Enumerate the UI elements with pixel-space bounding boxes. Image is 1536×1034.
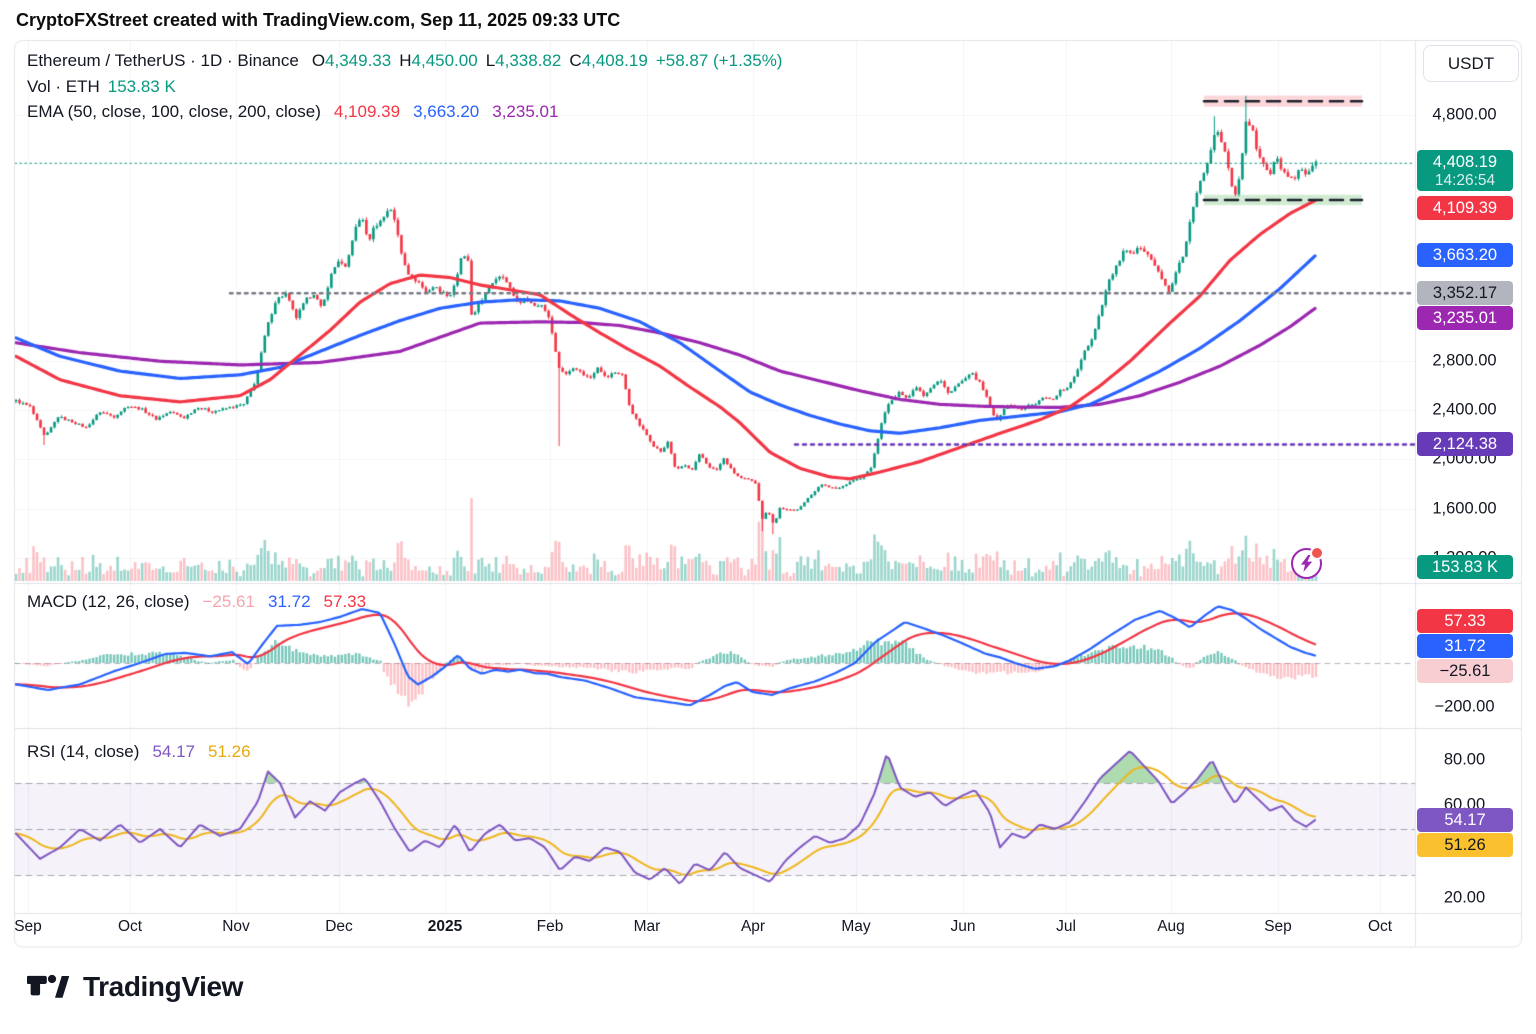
brand-name: TradingView xyxy=(83,970,244,1002)
time-axis-label: Sep xyxy=(14,918,42,935)
macd-label: MACD (12, 26, close) xyxy=(27,592,190,611)
price-badge: 4,408.19 14:26:54 xyxy=(1417,150,1513,191)
close-value: 4,408.19 xyxy=(581,51,648,70)
price-badge: 51.26 xyxy=(1417,833,1513,857)
time-axis-label: Oct xyxy=(117,918,143,935)
price-badge: 3,352.17 xyxy=(1417,281,1513,305)
price-badge: 3,235.01 xyxy=(1417,306,1513,330)
time-axis-label: Apr xyxy=(740,918,766,935)
volume-value: 153.83 K xyxy=(107,77,176,96)
price-badge: 3,663.20 xyxy=(1417,243,1513,267)
rsi-legend: RSI (14, close) 54.17 51.26 xyxy=(27,742,251,762)
macd-legend: MACD (12, 26, close) −25.61 31.72 57.33 xyxy=(27,592,366,612)
time-axis-label: May xyxy=(841,918,871,935)
axis-tick: −200.00 xyxy=(1434,697,1495,716)
price-badge: 4,109.39 xyxy=(1417,196,1513,220)
price-badge: 54.17 xyxy=(1417,808,1513,832)
time-axis-label: Dec xyxy=(325,918,353,935)
axis-tick: 2,400.00 xyxy=(1432,400,1497,419)
axis-tick: 2,800.00 xyxy=(1432,351,1497,370)
time-axis-label: Mar xyxy=(633,918,661,935)
high-value: 4,450.00 xyxy=(411,51,478,70)
footer: TradingView xyxy=(27,970,243,1003)
macd-line-value: 31.72 xyxy=(267,592,311,611)
change-value: +58.87 (+1.35%) xyxy=(655,51,783,70)
lightning-icon xyxy=(1301,555,1313,572)
time-axis-label: Jun xyxy=(950,918,976,935)
time-axis-label: Feb xyxy=(536,918,564,935)
price-badge: 31.72 xyxy=(1417,634,1513,658)
high-label: H xyxy=(399,51,412,70)
symbol-legend: Ethereum / TetherUS · 1D · Binance O 4,34… xyxy=(27,51,782,71)
ema200-value: 3,235.01 xyxy=(492,102,559,121)
axis-tick: 4,800.00 xyxy=(1432,105,1497,124)
macd-hist-value: −25.61 xyxy=(202,592,255,611)
price-badge: −25.61 xyxy=(1417,659,1513,683)
rsi-label: RSI (14, close) xyxy=(27,742,140,761)
countdown-timer: 14:26:54 xyxy=(1434,172,1496,189)
price-badge: 57.33 xyxy=(1417,609,1513,633)
open-label: O xyxy=(311,51,326,70)
time-axis-label: 2025 xyxy=(427,918,463,935)
time-axis-label: Oct xyxy=(1367,918,1393,935)
time-axis-label: Jul xyxy=(1056,918,1076,935)
axis-tick: 20.00 xyxy=(1443,888,1486,907)
macd-signal-value: 57.33 xyxy=(323,592,367,611)
ema100-value: 3,663.20 xyxy=(413,102,480,121)
tradingview-logo-icon xyxy=(27,974,70,998)
rsi-ma-value: 51.26 xyxy=(207,742,251,761)
price-badge: 153.83 K xyxy=(1417,555,1513,579)
currency-toggle-button[interactable]: USDT xyxy=(1423,45,1519,82)
time-axis-label: Nov xyxy=(222,918,250,935)
notification-dot-icon xyxy=(1310,546,1324,560)
axis-tick: 1,600.00 xyxy=(1432,499,1497,518)
time-axis-label: Sep xyxy=(1264,918,1292,935)
low-label: L xyxy=(485,51,496,70)
volume-legend: Vol · ETH 153.83 K xyxy=(27,77,176,97)
axis-tick: 80.00 xyxy=(1443,750,1486,769)
close-label: C xyxy=(569,51,582,70)
rsi-value: 54.17 xyxy=(152,742,195,761)
volume-label: Vol · ETH xyxy=(27,77,100,96)
watermark-title: CryptoFXStreet created with TradingView.… xyxy=(16,10,621,30)
ema-legend: EMA (50, close, 100, close, 200, close) … xyxy=(27,102,558,122)
ema50-value: 4,109.39 xyxy=(333,102,401,121)
price-badge: 2,124.38 xyxy=(1417,432,1513,456)
time-axis-label: Aug xyxy=(1157,918,1185,935)
flash-button[interactable] xyxy=(1291,546,1324,579)
ema-label: EMA (50, close, 100, close, 200, close) xyxy=(27,102,321,121)
open-value: 4,349.33 xyxy=(325,51,392,70)
low-value: 4,338.82 xyxy=(495,51,562,70)
symbol-title: Ethereum / TetherUS · 1D · Binance xyxy=(27,51,299,70)
